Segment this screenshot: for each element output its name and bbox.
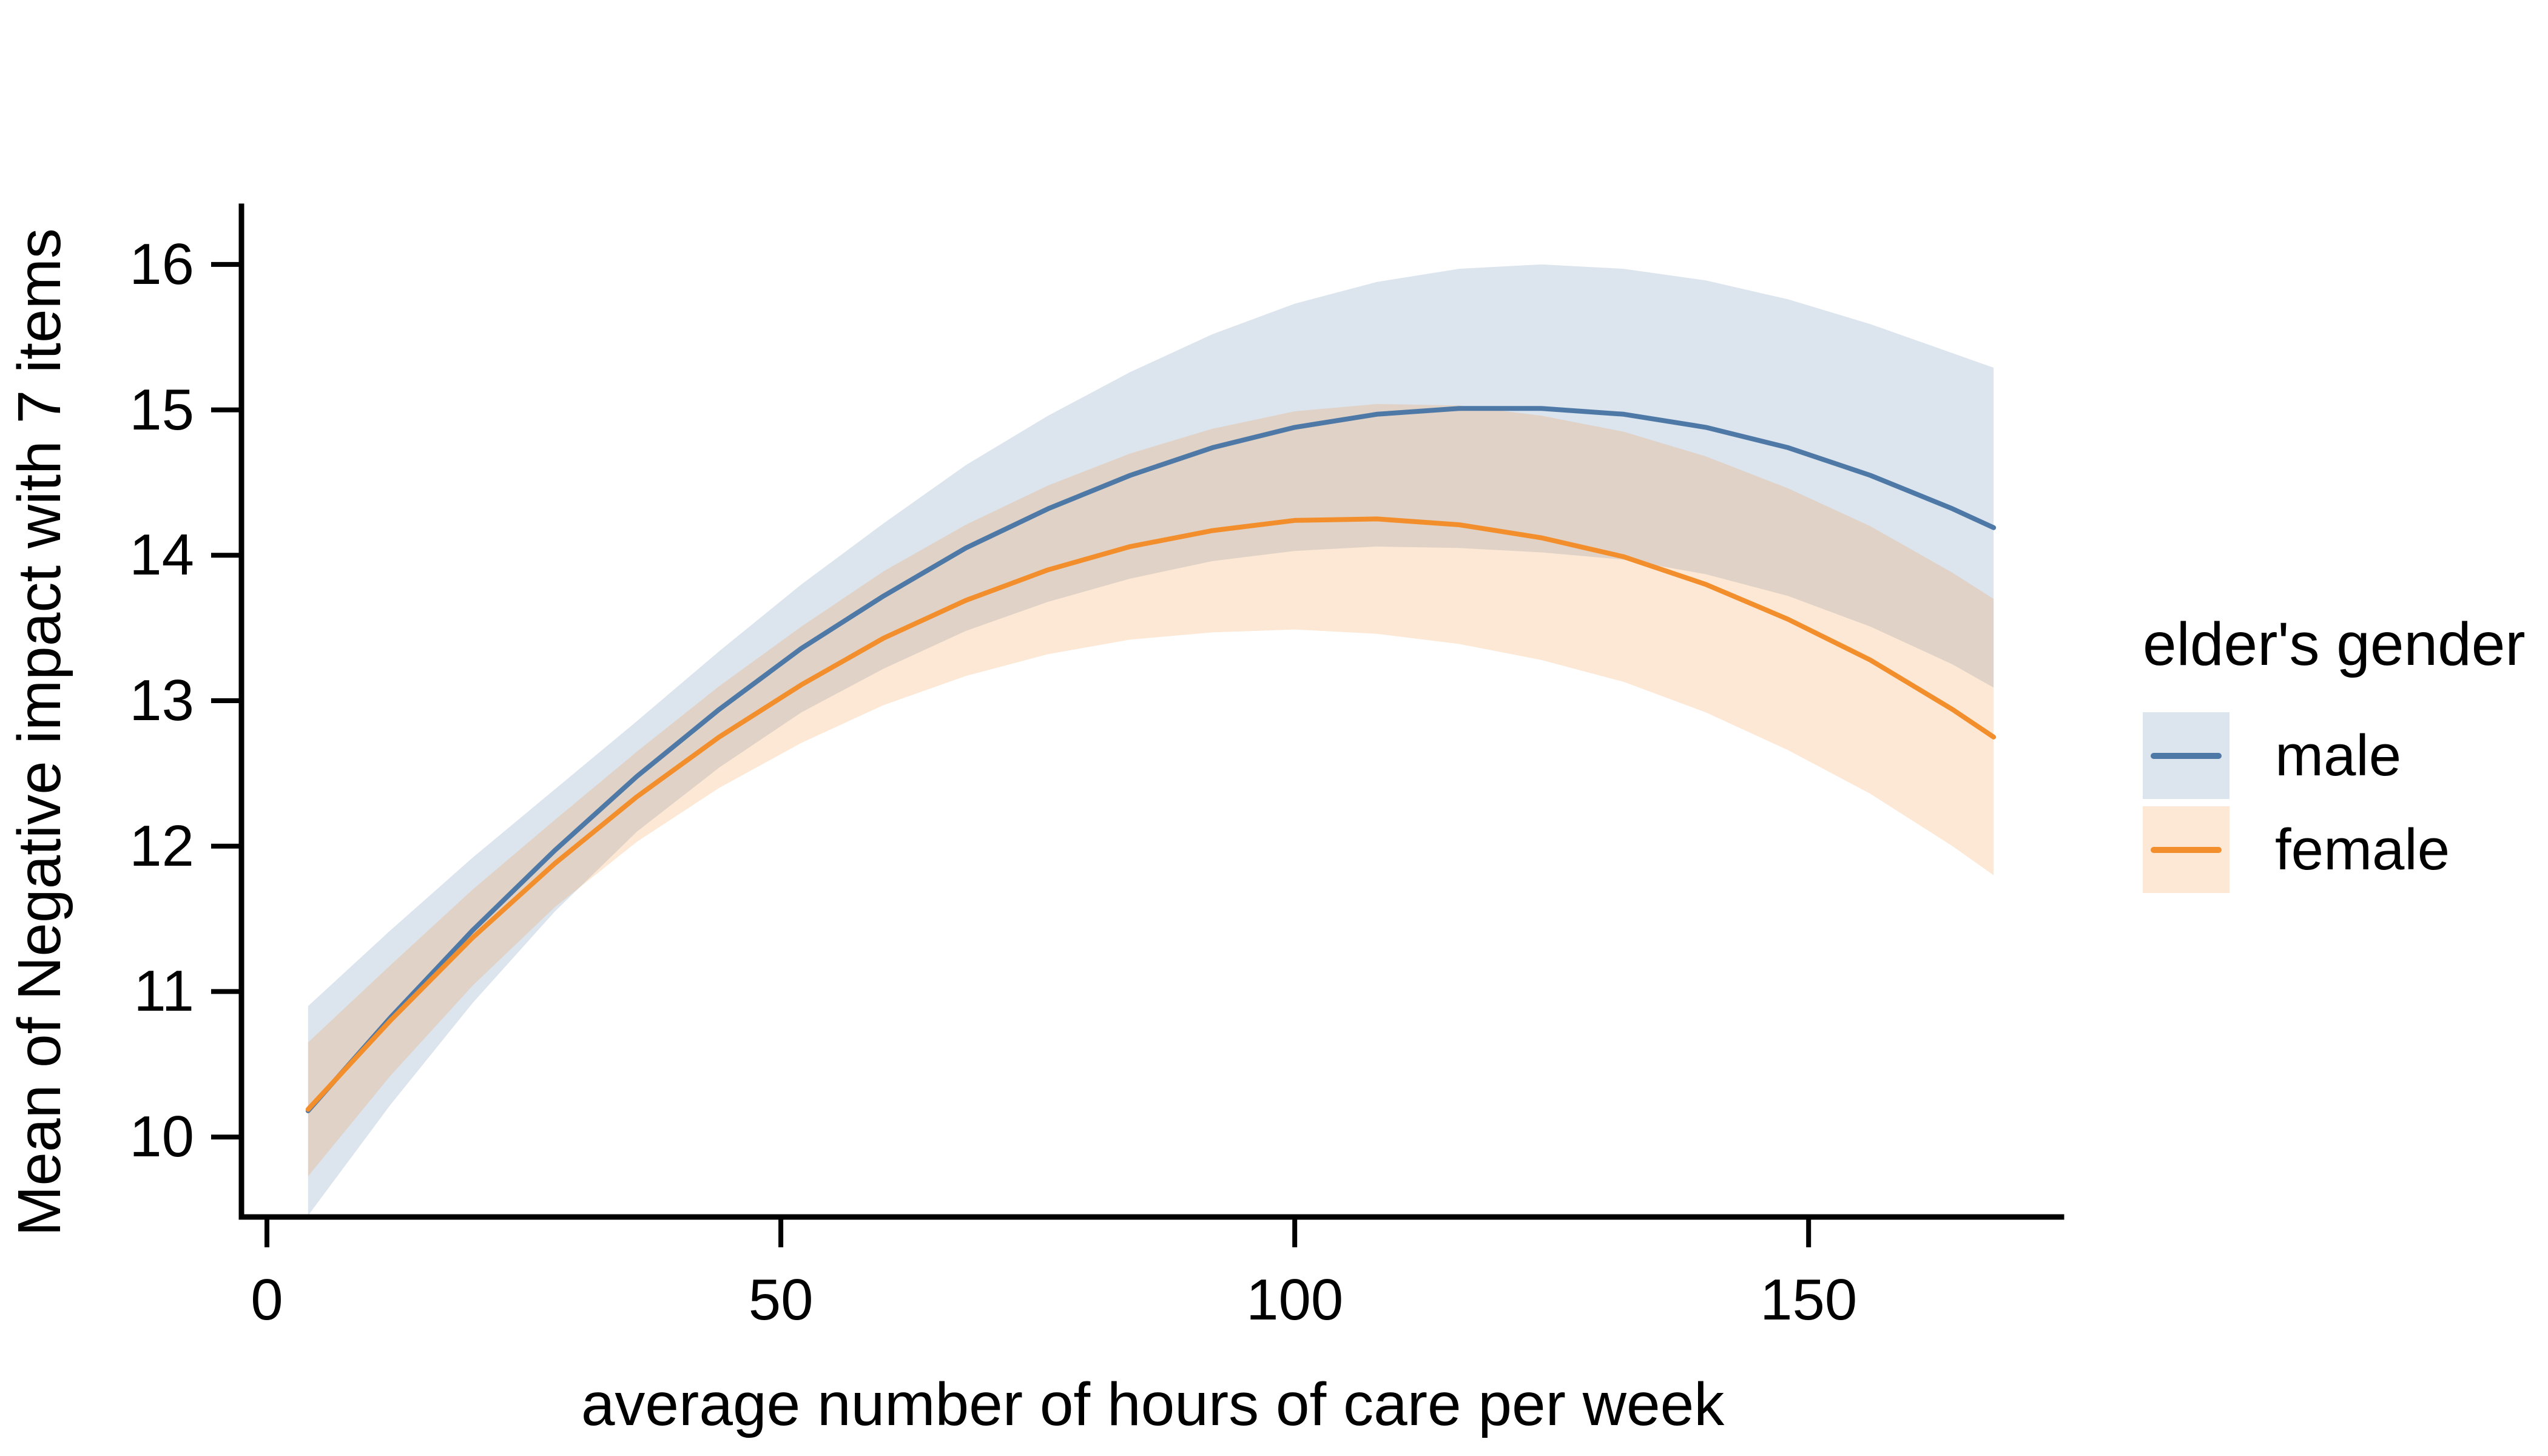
- x-tick-label-100: 100: [1246, 1267, 1344, 1332]
- x-axis-title: average number of hours of care per week: [581, 1370, 1725, 1438]
- male-line-swatch: [2150, 752, 2222, 759]
- male-line: [305, 406, 1997, 1113]
- legend-label-female: female: [2275, 817, 2450, 882]
- y-tick-label-13: 13: [129, 668, 194, 733]
- y-tick-label-10: 10: [129, 1104, 194, 1170]
- legend-key-male: [2143, 712, 2230, 799]
- legend-item-male: male: [2143, 712, 2526, 799]
- x-tick-label-150: 150: [1760, 1267, 1858, 1332]
- legend-title: elder's gender: [2143, 610, 2526, 678]
- y-tick-label-11: 11: [133, 959, 194, 1024]
- y-tick-label-15: 15: [129, 377, 194, 442]
- legend-label-male: male: [2275, 723, 2402, 788]
- female-confidence-band: [308, 404, 1994, 1176]
- legend: elder's gender male female: [2143, 608, 2526, 900]
- y-tick-label-16: 16: [129, 231, 194, 297]
- x-tick-label-50: 50: [748, 1267, 814, 1332]
- female-line: [305, 516, 1997, 1112]
- legend-key-female: [2143, 806, 2230, 893]
- y-tick-label-14: 14: [129, 522, 194, 588]
- x-tick-label-0: 0: [251, 1267, 283, 1332]
- y-tick-label-12: 12: [129, 813, 194, 878]
- axes: [238, 203, 2064, 1220]
- legend-item-female: female: [2143, 806, 2526, 893]
- female-line-swatch: [2150, 846, 2222, 853]
- male-confidence-band: [308, 264, 1994, 1216]
